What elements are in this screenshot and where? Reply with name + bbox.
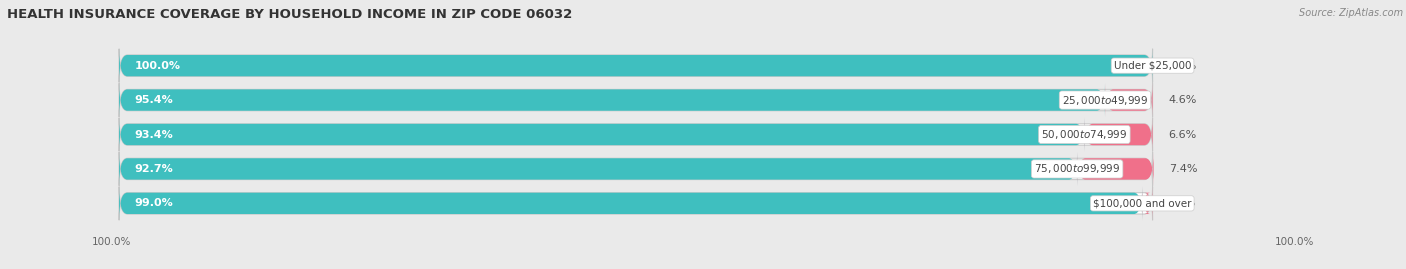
Text: $75,000 to $99,999: $75,000 to $99,999 (1033, 162, 1121, 175)
Text: HEALTH INSURANCE COVERAGE BY HOUSEHOLD INCOME IN ZIP CODE 06032: HEALTH INSURANCE COVERAGE BY HOUSEHOLD I… (7, 8, 572, 21)
FancyBboxPatch shape (1084, 118, 1153, 151)
FancyBboxPatch shape (120, 83, 1105, 117)
Text: $100,000 and over: $100,000 and over (1092, 198, 1191, 208)
FancyBboxPatch shape (120, 118, 1153, 151)
FancyBboxPatch shape (120, 83, 1153, 117)
Text: 1.0%: 1.0% (1168, 198, 1197, 208)
FancyBboxPatch shape (1077, 152, 1153, 186)
FancyBboxPatch shape (1142, 186, 1153, 220)
Text: Source: ZipAtlas.com: Source: ZipAtlas.com (1299, 8, 1403, 18)
Text: 92.7%: 92.7% (135, 164, 173, 174)
FancyBboxPatch shape (120, 49, 1153, 83)
Text: $25,000 to $49,999: $25,000 to $49,999 (1062, 94, 1149, 107)
Text: 0.0%: 0.0% (1168, 61, 1197, 71)
Text: Under $25,000: Under $25,000 (1114, 61, 1191, 71)
FancyBboxPatch shape (120, 186, 1142, 220)
FancyBboxPatch shape (1105, 83, 1153, 117)
Text: 93.4%: 93.4% (135, 129, 173, 140)
Text: 100.0%: 100.0% (91, 237, 131, 247)
Text: 6.6%: 6.6% (1168, 129, 1197, 140)
FancyBboxPatch shape (120, 118, 1084, 151)
FancyBboxPatch shape (120, 152, 1153, 186)
FancyBboxPatch shape (120, 152, 1077, 186)
Text: 95.4%: 95.4% (135, 95, 173, 105)
FancyBboxPatch shape (120, 49, 1153, 83)
FancyBboxPatch shape (120, 186, 1153, 220)
Text: 100.0%: 100.0% (135, 61, 180, 71)
Text: 7.4%: 7.4% (1170, 164, 1198, 174)
Text: 99.0%: 99.0% (135, 198, 173, 208)
Text: $50,000 to $74,999: $50,000 to $74,999 (1042, 128, 1128, 141)
Text: 100.0%: 100.0% (1275, 237, 1315, 247)
Text: 4.6%: 4.6% (1168, 95, 1197, 105)
